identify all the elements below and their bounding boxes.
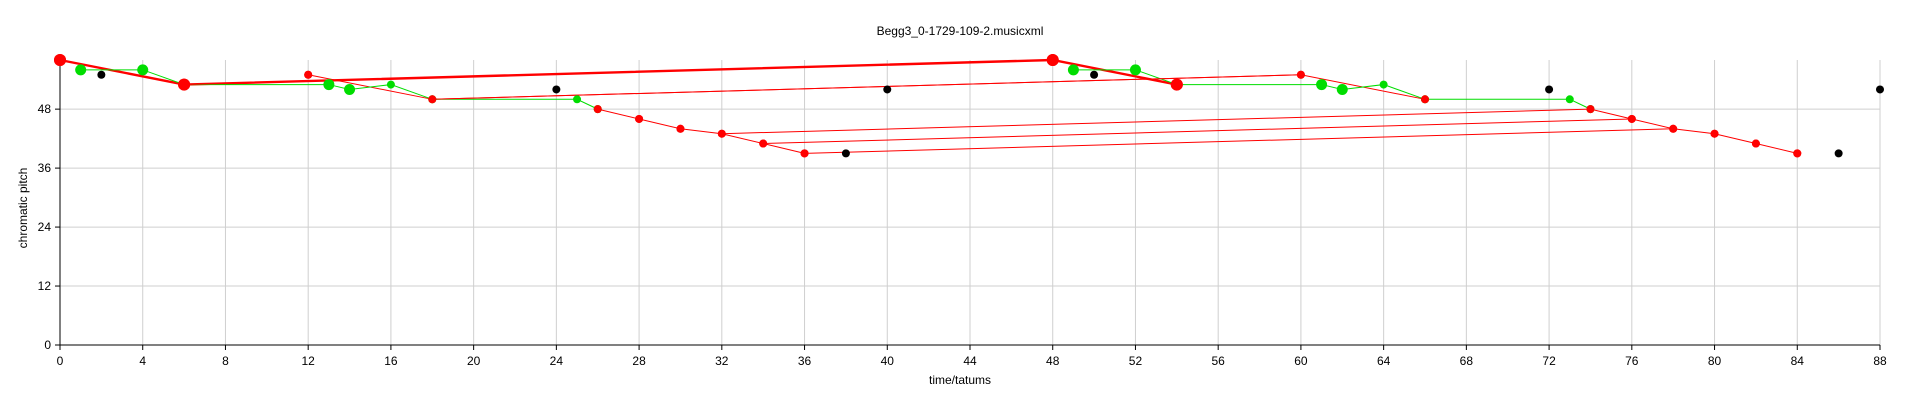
x-tick-label: 76 — [1625, 354, 1639, 368]
red-point-top — [593, 105, 602, 114]
series-points — [54, 54, 1884, 158]
red-point-top — [676, 124, 685, 133]
red-link-line — [804, 128, 1674, 154]
red-point-top — [759, 139, 768, 148]
black-point — [1834, 149, 1843, 158]
chart-title: Begg3_0-1729-109-2.musicxml — [877, 24, 1044, 38]
green-point — [386, 80, 395, 89]
x-tick-label: 60 — [1294, 354, 1308, 368]
x-tick-label: 88 — [1873, 354, 1887, 368]
red-point-top — [1586, 105, 1595, 114]
red-point-top — [54, 54, 66, 66]
black-point — [883, 85, 892, 94]
red-point-top — [1669, 124, 1678, 133]
red-point-top — [304, 70, 313, 79]
red-series-line — [1590, 108, 1798, 154]
red-link-line — [721, 108, 1591, 135]
black-point — [1876, 85, 1884, 94]
red-link-line — [763, 118, 1632, 145]
red-point-top — [800, 149, 809, 158]
red-point-top — [1793, 149, 1802, 158]
red-point-top — [428, 95, 437, 104]
red-link-line — [184, 59, 1053, 86]
x-tick-label: 4 — [139, 354, 146, 368]
y-tick-label: 36 — [38, 161, 52, 175]
green-point — [1129, 64, 1141, 76]
black-point — [552, 85, 561, 94]
red-point-top — [1627, 114, 1636, 123]
black-point — [97, 70, 106, 79]
y-tick-label: 48 — [38, 102, 52, 116]
green-point — [344, 83, 356, 95]
green-point — [75, 64, 87, 76]
x-tick-label: 52 — [1129, 354, 1143, 368]
green-point — [1067, 64, 1079, 76]
green-point — [1316, 79, 1328, 91]
axes — [55, 60, 1881, 350]
y-axis-label: chromatic pitch — [16, 168, 30, 249]
green-point — [1379, 80, 1388, 89]
y-tick-label: 12 — [38, 279, 52, 293]
green-point — [1336, 83, 1348, 95]
x-tick-label: 48 — [1046, 354, 1060, 368]
x-tick-label: 68 — [1460, 354, 1474, 368]
x-tick-label: 0 — [57, 354, 64, 368]
red-point-top — [1296, 70, 1305, 79]
red-point-top — [178, 78, 191, 91]
x-tick-label: 56 — [1212, 354, 1226, 368]
red-point-top — [1421, 95, 1429, 104]
green-point — [323, 79, 335, 91]
x-tick-label: 80 — [1708, 354, 1722, 368]
x-tick-label: 8 — [222, 354, 229, 368]
x-tick-label: 12 — [302, 354, 316, 368]
x-tick-label: 44 — [963, 354, 977, 368]
x-tick-label: 36 — [798, 354, 812, 368]
green-point — [573, 95, 582, 104]
x-tick-label: 84 — [1791, 354, 1805, 368]
tick-labels: 0 4 8 12 16 20 24 28 32 36 40 44 48 52 56 60 64 68 72 76 80 8… — [38, 102, 1887, 368]
series-lines — [59, 58, 1798, 154]
red-link-line — [432, 74, 1301, 100]
grid — [59, 60, 1881, 346]
x-axis-label: time/tatums — [929, 373, 991, 387]
red-point-top — [1170, 78, 1183, 91]
black-point — [1545, 85, 1554, 94]
y-tick-label: 0 — [44, 338, 51, 352]
y-tick-label: 24 — [38, 220, 52, 234]
x-tick-label: 40 — [881, 354, 895, 368]
black-point — [841, 149, 850, 158]
x-tick-label: 64 — [1377, 354, 1391, 368]
x-tick-label: 32 — [715, 354, 729, 368]
red-series-line — [597, 108, 805, 154]
red-point-top — [1710, 129, 1719, 138]
red-point-top — [717, 129, 726, 138]
black-point — [1090, 70, 1099, 79]
x-tick-label: 20 — [467, 354, 481, 368]
green-series-line — [1073, 69, 1591, 110]
red-point-top — [635, 114, 644, 123]
x-tick-label: 24 — [550, 354, 564, 368]
x-tick-label: 72 — [1542, 354, 1556, 368]
red-point-top — [1046, 54, 1059, 66]
green-point — [1565, 95, 1574, 104]
red-point-top — [1751, 139, 1760, 148]
x-tick-label: 28 — [632, 354, 646, 368]
green-point — [137, 64, 149, 76]
x-tick-label: 16 — [384, 354, 398, 368]
